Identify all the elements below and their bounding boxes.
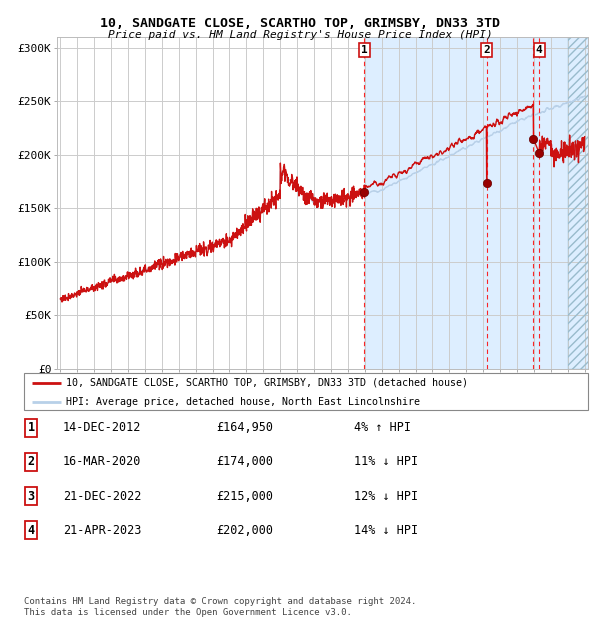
Text: £202,000: £202,000 [216,524,273,536]
Text: 12% ↓ HPI: 12% ↓ HPI [354,490,418,502]
Bar [364,37,600,369]
Text: 4% ↑ HPI: 4% ↑ HPI [354,422,411,434]
Bar [568,37,600,369]
Text: 2: 2 [28,456,35,468]
Text: Contains HM Land Registry data © Crown copyright and database right 2024.
This d: Contains HM Land Registry data © Crown c… [24,598,416,617]
Text: 1: 1 [28,422,35,434]
Text: 16-MAR-2020: 16-MAR-2020 [63,456,142,468]
Text: £174,000: £174,000 [216,456,273,468]
Text: 14% ↓ HPI: 14% ↓ HPI [354,524,418,536]
Text: £164,950: £164,950 [216,422,273,434]
Text: 3: 3 [28,490,35,502]
Text: 4: 4 [28,524,35,536]
Text: 14-DEC-2012: 14-DEC-2012 [63,422,142,434]
Text: 21-DEC-2022: 21-DEC-2022 [63,490,142,502]
Text: 10, SANDGATE CLOSE, SCARTHO TOP, GRIMSBY, DN33 3TD (detached house): 10, SANDGATE CLOSE, SCARTHO TOP, GRIMSBY… [66,378,469,388]
Text: 1: 1 [361,45,367,55]
Text: 2: 2 [484,45,490,55]
Text: £215,000: £215,000 [216,490,273,502]
Text: 10, SANDGATE CLOSE, SCARTHO TOP, GRIMSBY, DN33 3TD: 10, SANDGATE CLOSE, SCARTHO TOP, GRIMSBY… [100,17,500,30]
Text: Price paid vs. HM Land Registry's House Price Index (HPI): Price paid vs. HM Land Registry's House … [107,30,493,40]
Text: 21-APR-2023: 21-APR-2023 [63,524,142,536]
Text: 11% ↓ HPI: 11% ↓ HPI [354,456,418,468]
Text: HPI: Average price, detached house, North East Lincolnshire: HPI: Average price, detached house, Nort… [66,397,420,407]
Text: 4: 4 [536,45,542,55]
